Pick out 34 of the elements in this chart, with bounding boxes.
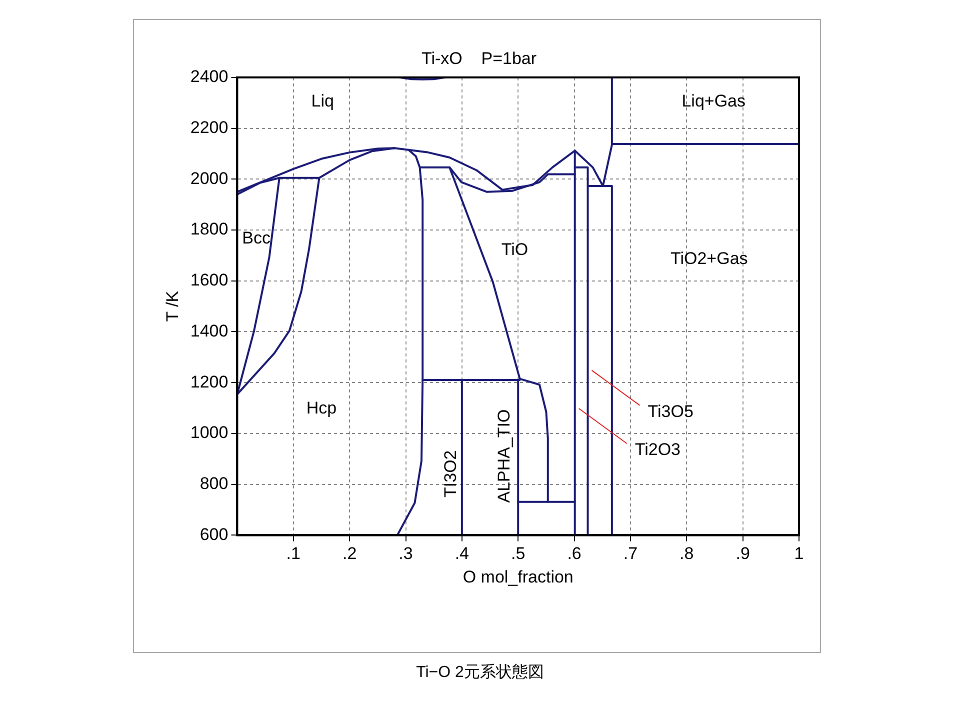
annotation: TiO (501, 240, 528, 260)
annotation: Liq+Gas (682, 91, 746, 110)
y-tick-label: 1800 (190, 220, 228, 239)
x-tick-label: 1 (794, 544, 804, 564)
annotation: Ti3O5 (648, 402, 694, 422)
annotation: Ti2O3 (634, 440, 681, 460)
x-tick-label: .3 (398, 544, 413, 564)
y-tick-label: 1000 (190, 423, 228, 442)
x-tick-label: .8 (680, 544, 694, 564)
y-tick-label: 2400 (190, 67, 228, 86)
y-axis-title: T /K (162, 290, 182, 322)
annotation: ALPHA_TIO (494, 409, 514, 503)
annotation: Bcc (242, 228, 271, 248)
y-tick-label: 600 (200, 524, 228, 544)
text: Ti−O 2元系状態図 (415, 662, 545, 683)
x-tick-label: .4 (454, 544, 470, 564)
annotation: TiO2+Gas (670, 248, 748, 268)
x-tick-label: .1 (286, 544, 300, 564)
y-tick-label: 2200 (190, 118, 228, 137)
x-tick-label: .5 (511, 544, 526, 564)
x-tick-label: .6 (567, 544, 582, 564)
x-tick-label: .2 (342, 544, 357, 564)
y-tick-label: 1200 (190, 372, 228, 392)
y-tick-label: 2000 (190, 168, 228, 188)
y-tick-label: 1400 (190, 321, 228, 340)
annotation: TI3O2 (440, 450, 460, 498)
annotation: Hcp (306, 398, 337, 418)
x-axis-title: O mol_fraction (462, 567, 574, 586)
chart-title: Ti-xO P=1bar (421, 48, 537, 68)
y-tick-label: 1600 (190, 270, 228, 290)
annotation: Liq (311, 91, 334, 110)
x-tick-label: .9 (736, 544, 750, 564)
y-tick-label: 800 (200, 474, 228, 494)
x-tick-label: .7 (623, 544, 638, 564)
